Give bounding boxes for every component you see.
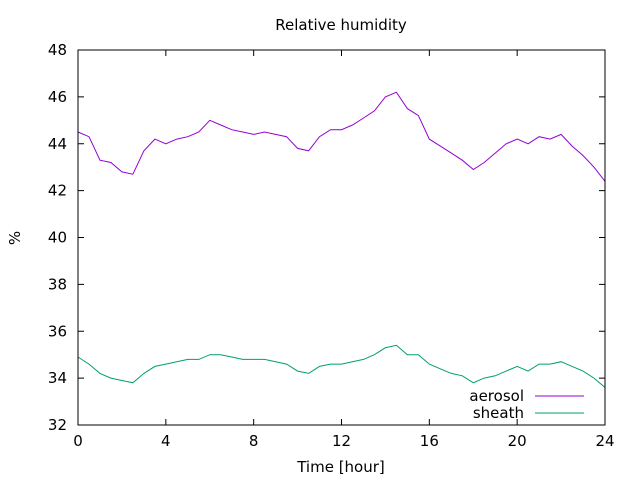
y-tick-label: 42: [48, 182, 67, 200]
y-tick-label: 38: [48, 275, 67, 293]
y-tick-label: 44: [48, 135, 67, 153]
y-axis-label: %: [6, 231, 24, 245]
x-tick-label: 16: [420, 432, 439, 450]
y-tick-label: 36: [48, 322, 67, 340]
y-tick-label: 32: [48, 416, 67, 434]
x-axis-label: Time [hour]: [296, 458, 385, 476]
x-tick-label: 20: [508, 432, 527, 450]
x-tick-label: 12: [332, 432, 351, 450]
x-tick-label: 8: [249, 432, 259, 450]
x-tick-label: 4: [161, 432, 171, 450]
legend-label-sheath: sheath: [473, 404, 524, 422]
x-tick-label: 24: [595, 432, 614, 450]
y-tick-label: 46: [48, 88, 67, 106]
y-tick-label: 34: [48, 369, 67, 387]
y-tick-label: 48: [48, 41, 67, 59]
plot-frame: [77, 49, 606, 426]
series-lines: [77, 91, 606, 388]
chart-title: Relative humidity: [275, 16, 407, 34]
y-tick-label: 40: [48, 229, 67, 247]
series-line-aerosol: [77, 91, 606, 182]
series-line-sheath: [77, 344, 606, 388]
legend-label-aerosol: aerosol: [469, 387, 524, 405]
x-tick-label: 0: [73, 432, 83, 450]
